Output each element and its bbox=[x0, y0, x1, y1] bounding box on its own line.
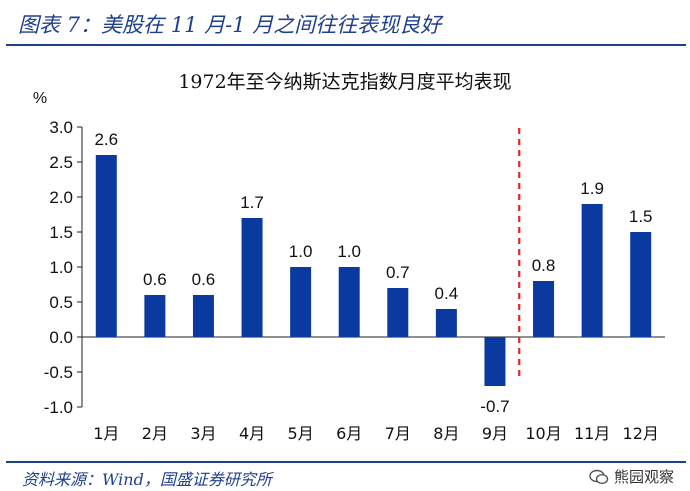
bar-11 bbox=[581, 204, 603, 337]
bar-6 bbox=[338, 267, 360, 337]
data-label: -0.7 bbox=[480, 397, 509, 416]
bar-10 bbox=[533, 281, 555, 337]
y-tick-label: 0.5 bbox=[49, 293, 73, 312]
bar-9 bbox=[484, 337, 506, 386]
watermark: 熊园观察 bbox=[589, 466, 674, 487]
x-tick-label: 1月 bbox=[93, 424, 119, 443]
x-tick-label: 7月 bbox=[385, 424, 411, 443]
x-tick-label: 10月 bbox=[525, 424, 561, 443]
x-tick-label: 11月 bbox=[574, 424, 610, 443]
y-tick-label: 2.5 bbox=[49, 153, 73, 172]
bar-1 bbox=[95, 155, 117, 337]
bar-2 bbox=[144, 295, 166, 337]
data-label: 0.7 bbox=[386, 263, 410, 282]
watermark-label: 熊园观察 bbox=[613, 468, 674, 486]
x-tick-label: 8月 bbox=[433, 424, 459, 443]
y-tick-label: 3.0 bbox=[49, 118, 73, 137]
x-tick-label: 12月 bbox=[623, 424, 659, 443]
data-label: 0.6 bbox=[143, 270, 167, 289]
y-tick-label: -0.5 bbox=[44, 363, 73, 382]
data-label: 2.6 bbox=[94, 130, 118, 149]
figure-header: 图表 7：美股在 11 月-1 月之间往往表现良好 bbox=[0, 0, 690, 48]
x-tick-label: 9月 bbox=[482, 424, 508, 443]
x-tick-label: 2月 bbox=[142, 424, 168, 443]
x-tick-label: 4月 bbox=[239, 424, 265, 443]
bar-7 bbox=[387, 288, 409, 337]
x-tick-label: 5月 bbox=[288, 424, 314, 443]
bar-12 bbox=[630, 232, 652, 337]
y-tick-label: -1.0 bbox=[44, 398, 73, 417]
data-label: 1.0 bbox=[337, 242, 361, 261]
bar-3 bbox=[192, 295, 214, 337]
data-label: 1.0 bbox=[289, 242, 313, 261]
bar-5 bbox=[290, 267, 312, 337]
source-note: 资料来源：Wind，国盛证券研究所 bbox=[22, 470, 272, 489]
x-tick-label: 3月 bbox=[190, 424, 216, 443]
y-tick-label: 1.5 bbox=[49, 223, 73, 242]
bar-8 bbox=[435, 309, 457, 337]
y-axis-unit: % bbox=[33, 90, 47, 107]
header-divider bbox=[6, 44, 686, 46]
bar-4 bbox=[241, 218, 263, 337]
y-tick-label: 1.0 bbox=[49, 258, 73, 277]
chat-bubble-icon bbox=[589, 469, 609, 484]
bar-chart: 1972年至今纳斯达克指数月度平均表现%3.0 2.5 2.0 1.5 1.0 0.5 0.… bbox=[33, 71, 665, 443]
data-label: 1.7 bbox=[240, 193, 264, 212]
chart-title: 1972年至今纳斯达克指数月度平均表现 bbox=[178, 71, 511, 93]
y-tick-label: 0.0 bbox=[49, 328, 73, 347]
data-label: 1.5 bbox=[629, 207, 653, 226]
figure-title: 图表 7：美股在 11 月-1 月之间往往表现良好 bbox=[18, 13, 442, 37]
y-tick-label: 2.0 bbox=[49, 188, 73, 207]
x-tick-label: 6月 bbox=[336, 424, 362, 443]
data-label: 0.4 bbox=[435, 284, 459, 303]
data-label: 1.9 bbox=[580, 179, 604, 198]
data-label: 0.8 bbox=[532, 256, 556, 275]
data-label: 0.6 bbox=[192, 270, 216, 289]
footer-divider bbox=[6, 461, 686, 463]
